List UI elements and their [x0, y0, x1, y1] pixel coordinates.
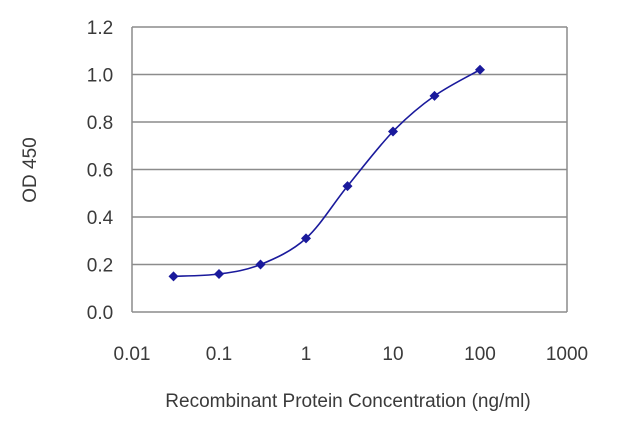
x-tick-label: 10 — [382, 344, 403, 365]
y-tick-label: 0.0 — [87, 303, 113, 324]
y-tick-label: 1.0 — [87, 66, 113, 87]
data-point-5 — [388, 126, 398, 137]
axes — [131, 27, 568, 313]
y-tick-labels: 0.0 0.2 0.4 0.6 0.8 1.0 1.2 — [87, 18, 114, 324]
y-tick-label: 0.2 — [87, 256, 113, 277]
gridlines — [132, 26, 567, 266]
data-point-0 — [168, 271, 179, 282]
x-tick-label: 0.1 — [206, 344, 232, 365]
y-tick-label: 1.2 — [87, 18, 113, 39]
series-markers — [168, 64, 485, 282]
data-point-1 — [214, 269, 224, 279]
data-point-2 — [255, 259, 266, 270]
x-tick-label: 1 — [301, 344, 312, 365]
y-axis-label: OD 450 — [20, 137, 41, 202]
y-tick-label: 0.6 — [87, 161, 113, 182]
data-point-6 — [429, 90, 440, 101]
y-tick-label: 0.8 — [87, 113, 113, 134]
x-tick-label: 0.01 — [114, 344, 151, 365]
x-tick-label: 1000 — [546, 344, 588, 365]
series-line — [173, 69, 481, 278]
series-curve — [173, 69, 481, 278]
x-axis-label: Recombinant Protein Concentration (ng/ml… — [165, 391, 530, 412]
data-point-3 — [301, 233, 311, 244]
y-tick-label: 0.4 — [87, 208, 114, 229]
x-tick-labels: 0.01 0.1 1 10 100 1000 — [114, 344, 589, 365]
data-point-7 — [475, 64, 485, 75]
data-point-4 — [342, 181, 353, 192]
x-tick-label: 100 — [464, 344, 496, 365]
